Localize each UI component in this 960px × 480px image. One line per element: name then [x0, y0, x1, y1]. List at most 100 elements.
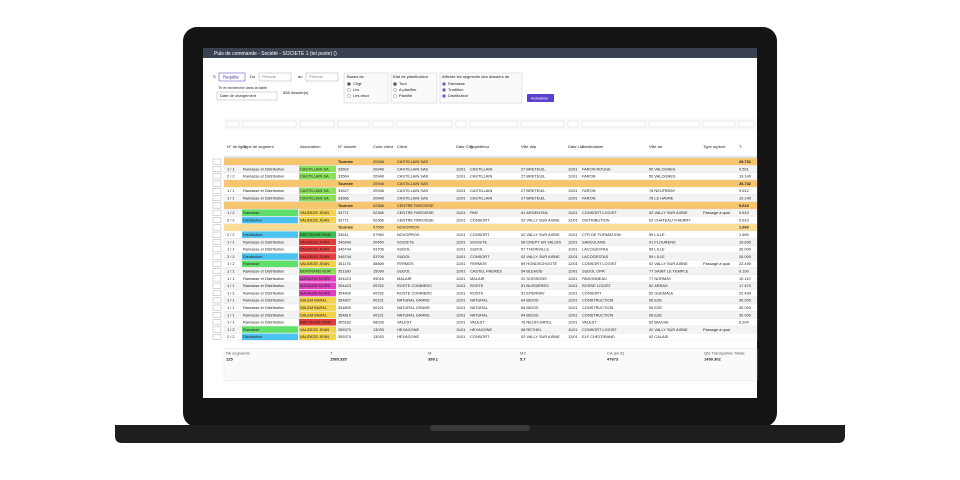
table-cell: 354423	[338, 283, 351, 288]
table-cell: 62 GUEMALE	[649, 290, 674, 295]
sort-select[interactable]	[216, 91, 278, 101]
radio[interactable]	[347, 82, 351, 86]
column-filter[interactable]	[337, 120, 370, 128]
table-cell: Tournée	[338, 225, 354, 230]
row-index[interactable]	[212, 312, 222, 318]
column-filter[interactable]	[469, 120, 518, 128]
column-filter[interactable]	[299, 120, 335, 128]
table-cell: MAGAZIN NORD	[300, 290, 330, 295]
column-filter[interactable]	[372, 120, 394, 128]
query-button[interactable]	[218, 72, 246, 82]
table-cell: ROSTE	[470, 283, 484, 288]
table-cell: 11/01	[568, 320, 577, 325]
row-index[interactable]	[212, 187, 222, 194]
row-index[interactable]	[212, 268, 222, 275]
table-cell: 07950	[373, 232, 385, 237]
table-cell: 11/01	[456, 334, 465, 339]
association-cell	[299, 260, 336, 268]
column-filter[interactable]	[226, 120, 240, 128]
table-cell: 11/01	[456, 174, 465, 179]
label: T	[330, 351, 333, 356]
table-row[interactable]	[223, 333, 758, 341]
row-index[interactable]	[212, 195, 222, 202]
row-index[interactable]	[212, 253, 222, 260]
column-filter[interactable]	[738, 120, 755, 128]
table-cell: VALEST	[470, 320, 485, 325]
row-index[interactable]	[212, 282, 222, 289]
panel	[439, 72, 523, 104]
table-cell: CASTILLAIN SAS	[397, 174, 429, 179]
row-index[interactable]	[212, 290, 222, 296]
association-cell	[299, 326, 336, 333]
column-filter[interactable]	[702, 120, 736, 128]
row-index[interactable]	[212, 261, 222, 267]
radio[interactable]	[347, 94, 351, 98]
row-index[interactable]	[212, 180, 222, 187]
table-cell: 2 / 2	[227, 232, 235, 237]
table-row[interactable]	[223, 179, 758, 188]
column-filter[interactable]	[455, 120, 467, 128]
column-filter[interactable]	[648, 120, 700, 128]
table-cell: Ramasse et Distribution	[243, 312, 284, 317]
row-index[interactable]	[212, 166, 222, 172]
row-index[interactable]	[212, 202, 222, 209]
checkbox[interactable]	[442, 88, 446, 92]
table-cell: VAUDEZE JEAN	[300, 261, 329, 266]
column-filter[interactable]	[242, 120, 297, 128]
date-input[interactable]	[258, 72, 292, 82]
table-cell: Distribution	[243, 254, 262, 259]
column-filter[interactable]	[520, 120, 565, 128]
table-cell: CONSTRUCTION	[582, 312, 614, 317]
table-cell: CASTILLAIN	[470, 188, 492, 193]
column-header: Type rupture	[703, 144, 726, 149]
table-row[interactable]	[223, 157, 758, 166]
row-index[interactable]	[212, 224, 222, 231]
table-cell: VAUDEZE JEAN	[300, 247, 329, 252]
table-cell: 11/01	[568, 298, 577, 303]
row-index[interactable]	[212, 209, 222, 216]
table-cell: 17.470	[739, 283, 752, 288]
segment-cell	[242, 209, 298, 216]
table-cell: DISTRIBUTION	[582, 217, 610, 222]
row-index[interactable]	[212, 319, 222, 326]
radio[interactable]	[347, 88, 351, 92]
table-cell: 06 EZE	[649, 305, 662, 310]
row-index[interactable]	[212, 239, 222, 245]
row-index[interactable]	[212, 334, 222, 340]
column-filter[interactable]	[396, 120, 453, 128]
row-index[interactable]	[212, 326, 222, 333]
table-cell: 33666	[338, 195, 349, 200]
row-index[interactable]	[212, 297, 222, 304]
table-row[interactable]	[223, 223, 758, 232]
row-index[interactable]	[212, 275, 222, 282]
label: Actualiser	[531, 95, 549, 100]
table-cell: 346343	[338, 239, 351, 244]
association-cell	[299, 289, 336, 297]
label: Bases de	[347, 74, 364, 79]
row-index[interactable]	[212, 217, 222, 223]
table-row[interactable]	[223, 201, 758, 210]
refresh-button[interactable]	[527, 94, 554, 102]
radio[interactable]	[393, 82, 397, 86]
radio[interactable]	[393, 94, 397, 98]
table-cell: 12/01	[568, 254, 578, 259]
date-input[interactable]	[305, 72, 339, 82]
table-cell: 1 / 2	[227, 261, 235, 266]
column-filter[interactable]	[581, 120, 646, 128]
checkbox[interactable]	[442, 94, 446, 98]
table-cell: 19.140	[739, 195, 752, 200]
row-index[interactable]	[212, 246, 222, 253]
column-header: Ville arr	[649, 144, 663, 149]
row-index[interactable]	[212, 304, 222, 311]
table-cell: 354807	[338, 298, 351, 303]
row-index[interactable]	[212, 158, 222, 165]
row-index[interactable]	[212, 173, 222, 180]
radio[interactable]	[393, 88, 397, 92]
row-index[interactable]	[212, 231, 222, 238]
column-header: Date Chg	[456, 144, 473, 149]
column-filter[interactable]	[567, 120, 579, 128]
association-cell	[299, 319, 336, 326]
table-cell: NOVOPROX	[397, 225, 420, 230]
checkbox[interactable]	[442, 82, 446, 86]
table-cell: 2 / 2	[227, 254, 235, 259]
